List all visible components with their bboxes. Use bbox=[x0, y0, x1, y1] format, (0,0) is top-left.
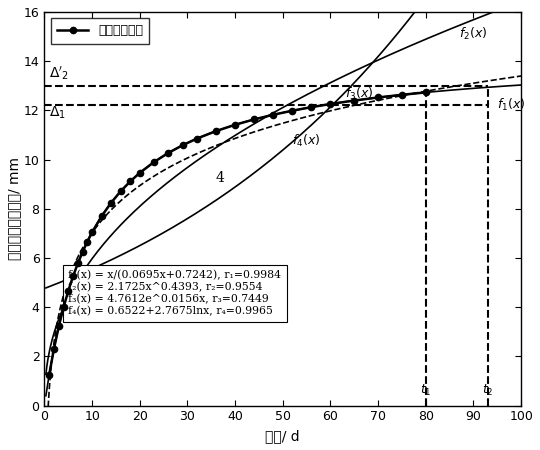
Text: $f_1(x)$: $f_1(x)$ bbox=[497, 97, 525, 113]
X-axis label: 时间/ d: 时间/ d bbox=[266, 429, 300, 443]
Text: $f_4(x)$: $f_4(x)$ bbox=[292, 133, 321, 149]
Text: $t_2$: $t_2$ bbox=[482, 383, 494, 398]
Text: 4: 4 bbox=[216, 171, 225, 185]
Text: $f_2(x)$: $f_2(x)$ bbox=[459, 26, 488, 42]
Legend: 监测历程曲线: 监测历程曲线 bbox=[51, 18, 150, 44]
Text: $t_1$: $t_1$ bbox=[420, 383, 431, 398]
Text: $\Delta_1$: $\Delta_1$ bbox=[49, 105, 66, 122]
Text: $f_3(x)$: $f_3(x)$ bbox=[345, 86, 373, 102]
Y-axis label: 非均匀沉降位移値/ mm: 非均匀沉降位移値/ mm bbox=[7, 158, 21, 260]
Text: f₁(x) = x/(0.0695x+0.7242), r₁=0.9984
f₂(x) = 2.1725x^0.4393, r₂=0.9554
f₃(x) = : f₁(x) = x/(0.0695x+0.7242), r₁=0.9984 f₂… bbox=[68, 270, 281, 317]
Text: $\Delta'_2$: $\Delta'_2$ bbox=[49, 64, 69, 82]
